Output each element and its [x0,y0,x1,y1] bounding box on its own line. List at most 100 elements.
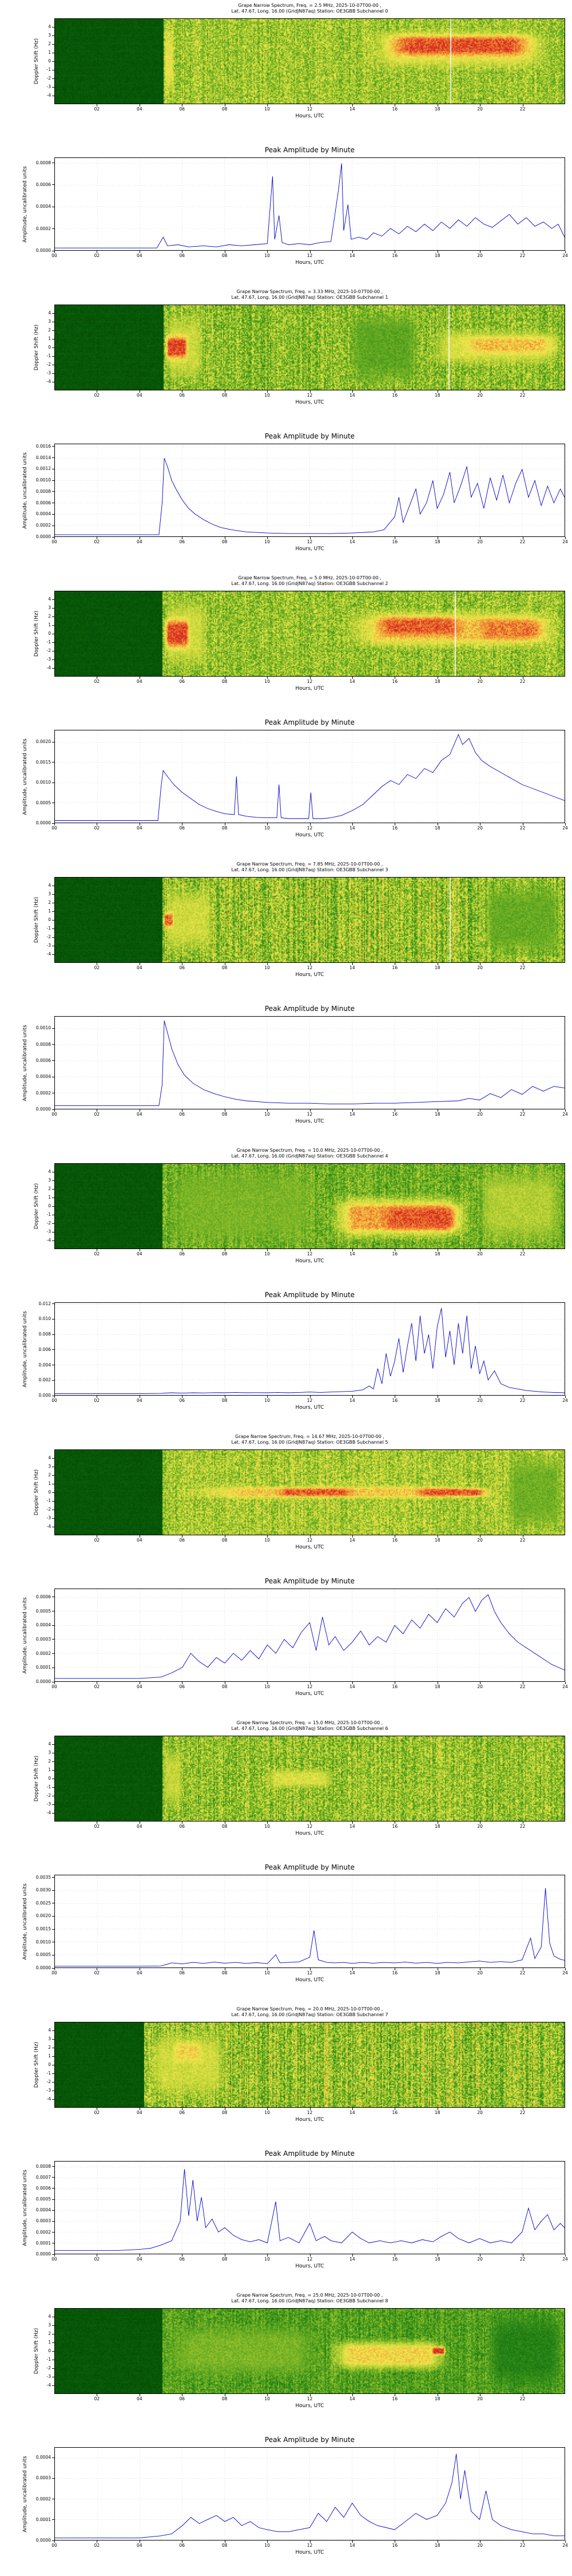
axis-tick-mark [52,1769,54,1771]
x-tick-label: 10 [264,253,270,258]
axis-tick-mark [52,1518,54,1519]
axis-tick-mark [267,1109,268,1112]
y-tick-label: 4 [48,310,51,315]
axis-tick-mark [52,61,54,62]
axis-tick-mark [52,2210,54,2211]
axis-tick-mark [352,1968,353,1970]
y-tick-label: 0.0008 [35,1041,51,1047]
axis-tick-mark [52,2177,54,2178]
plot-title-line2: Lat. 47.67, Long. 16.00 (GridJN87aq) Sta… [231,1440,388,1445]
axis-tick-mark [309,2108,311,2110]
x-tick-label: 06 [179,1112,185,1117]
axis-tick-mark [52,1028,54,1029]
axis-tick-mark [267,104,268,106]
x-tick-label: 16 [392,1538,398,1543]
axis-tick-mark [309,251,311,253]
x-tick-label: 04 [137,1251,142,1257]
axis-tick-mark [52,1380,54,1381]
x-tick-label: 06 [179,679,185,684]
axis-tick-mark [52,228,54,230]
plot-title: Peak Amplitude by Minute [264,146,355,154]
y-tick-label: -4 [46,93,51,98]
axis-tick-mark [54,2254,55,2257]
x-tick-label: 04 [137,106,142,112]
x-tick-label: 04 [137,1970,142,1976]
axis-tick-mark [309,390,311,393]
axis-tick-mark [309,2254,311,2257]
y-tick-label: 0.008 [38,1332,51,1337]
x-tick-label: 22 [519,1112,526,1117]
x-tick-label: 14 [349,253,355,258]
y-tick-label: 4 [48,2028,51,2033]
axis-tick-mark [309,1109,311,1112]
y-tick-label: 0.0006 [35,1594,51,1599]
y-tick-label: 0.0000 [35,248,51,253]
y-tick-label: 0.0005 [35,1608,51,1614]
x-tick-label: 06 [179,1970,185,1976]
x-tick-label: 04 [137,1398,142,1403]
x-axis-label: Hours, UTC [295,546,324,552]
x-tick-label: 08 [221,1112,228,1117]
y-tick-label: 2 [48,2331,51,2336]
x-tick-label: 24 [562,1684,568,1689]
axis-tick-mark [52,373,54,374]
line-plot-area [54,2447,565,2541]
axis-tick-mark [309,1249,311,1251]
y-tick-label: 2 [48,1472,51,1477]
x-tick-label: 04 [137,2110,142,2115]
x-axis-label: Hours, UTC [295,832,324,838]
axis-tick-mark [309,677,311,679]
plot-title: Peak Amplitude by Minute [264,718,355,726]
y-tick-label: 1 [48,1481,51,1486]
x-tick-label: 24 [562,1112,568,1117]
y-tick-label: 0.0020 [35,739,51,745]
y-tick-label: 0.0010 [35,477,51,483]
y-tick-label: 4 [48,1455,51,1460]
x-axis-label: Hours, UTC [295,2117,324,2123]
plot-title: Peak Amplitude by Minute [264,2150,355,2158]
x-tick-label: 20 [477,253,483,258]
axis-tick-mark [52,937,54,938]
x-tick-label: 02 [94,393,100,398]
axis-tick-mark [54,1396,55,1398]
x-tick-label: 16 [392,2110,398,2115]
spectrogram-subchannel-7-figure: Grape Narrow Spectrum, Freq. = 20.0 MHz,… [0,2004,572,2147]
y-tick-label: 0.0012 [35,466,51,472]
y-tick-label: 1 [48,908,51,914]
spectrogram-plot-area [54,1736,565,1822]
y-tick-label: 0 [48,2062,51,2067]
y-tick-label: 0 [48,1203,51,1208]
plot-title-line2: Lat. 47.67, Long. 16.00 (GridJN87aq) Sta… [231,581,388,586]
x-tick-label: 22 [519,2396,526,2401]
x-tick-label: 04 [137,1684,142,1689]
y-tick-label: 0.0010 [35,1025,51,1031]
x-tick-label: 04 [137,539,142,544]
axis-tick-mark [352,2108,353,2110]
y-tick-label: 0.0006 [35,500,51,505]
x-tick-label: 02 [94,965,100,970]
axis-tick-mark [52,1804,54,1805]
plot-title-line2: Lat. 47.67, Long. 16.00 (GridJN87aq) Sta… [231,9,388,14]
spectrogram-plot-area [54,1163,565,1249]
axis-tick-mark [52,659,54,660]
y-tick-label: 1 [48,336,51,341]
y-tick-label: -4 [46,1238,51,1243]
y-tick-label: 4 [48,883,51,888]
axis-tick-mark [309,1535,311,1538]
y-tick-label: -1 [46,639,51,645]
y-tick-label: 4 [48,1169,51,1174]
y-tick-label: 0.0005 [35,800,51,805]
x-tick-label: 20 [477,2257,483,2262]
x-tick-label: 14 [349,825,355,831]
x-tick-label: 18 [434,2543,440,2548]
x-tick-label: 02 [94,106,100,112]
axis-tick-mark [309,2541,311,2543]
x-axis-label: Hours, UTC [295,972,324,978]
plot-title-line2: Lat. 47.67, Long. 16.00 (GridJN87aq) Sta… [231,2012,388,2017]
x-tick-label: 22 [519,1970,526,1976]
y-tick-label: 0.0006 [35,181,51,187]
axis-tick-mark [52,625,54,626]
y-tick-label: 0.002 [38,1377,51,1383]
line-plot-area [54,1302,565,1396]
x-tick-label: 20 [477,1112,483,1117]
